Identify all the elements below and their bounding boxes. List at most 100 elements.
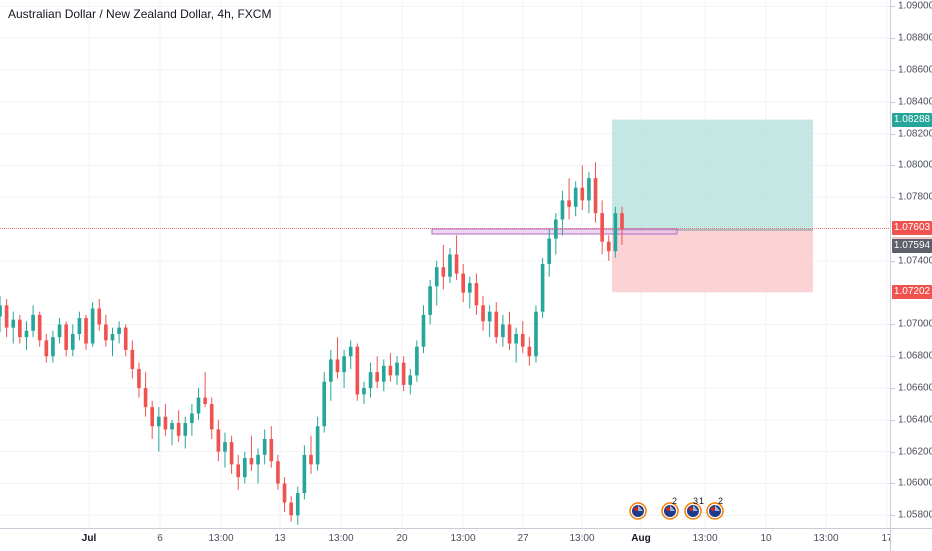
price-label: 1.06600	[898, 382, 932, 394]
candle-body	[355, 346, 360, 395]
price-label: 1.08200	[898, 128, 932, 140]
price-label: 1.07000	[898, 318, 932, 330]
candle-body	[421, 314, 426, 347]
price-tick	[891, 6, 895, 8]
entry-price-badge: 1.07594	[892, 238, 932, 253]
candle-body	[494, 311, 499, 338]
price-tick	[891, 133, 895, 135]
flag-icon[interactable]	[661, 502, 679, 520]
candle-body	[90, 308, 95, 344]
candle-body	[514, 333, 518, 344]
candle-body	[348, 346, 353, 357]
price-label: 1.08400	[898, 96, 932, 108]
price-tick	[891, 451, 895, 453]
candle-body	[587, 178, 591, 201]
chart-title: Australian Dollar / New Zealand Dollar, …	[6, 7, 274, 21]
price-label: 1.05800	[898, 509, 932, 521]
time-label: 20	[396, 533, 408, 544]
time-label: 13:00	[692, 533, 718, 544]
price-label: 1.06200	[898, 446, 932, 458]
candle-body	[183, 423, 188, 436]
flag-icon[interactable]	[684, 502, 702, 520]
candle-body	[401, 362, 406, 385]
candle-body	[276, 461, 280, 484]
candle-body	[501, 324, 505, 338]
candle-body	[0, 305, 2, 317]
price-label: 1.07800	[898, 191, 932, 203]
candle-body	[560, 200, 565, 220]
candle-body	[388, 365, 393, 376]
price-tick	[891, 388, 895, 390]
candle-body	[176, 423, 181, 436]
candle-body	[395, 362, 399, 376]
price-axis[interactable]: 1.09000 1.08800 1.08600 1.08400 1.08200 1.080…	[890, 0, 932, 528]
price-tick	[891, 515, 895, 517]
price-label: 1.06000	[898, 477, 932, 489]
candle-body	[335, 359, 340, 373]
candle-body	[282, 483, 287, 503]
candle-body	[77, 318, 82, 334]
candle-body	[448, 254, 452, 277]
candle-body	[540, 264, 545, 312]
candle-body	[97, 308, 102, 325]
time-label: 13:00	[208, 533, 234, 544]
candle-body	[461, 273, 466, 293]
candle-body	[481, 305, 485, 322]
event-count-label: 2	[718, 496, 724, 506]
candle-body	[467, 283, 472, 293]
candlestick-chart[interactable]	[0, 0, 890, 528]
candle-body	[150, 407, 155, 427]
candle-body	[156, 416, 161, 427]
candle-body	[4, 305, 9, 328]
candle-body	[381, 365, 386, 382]
time-label: 6	[157, 533, 163, 544]
candle-body	[84, 318, 88, 344]
candle-body	[408, 375, 413, 385]
candle-body	[37, 314, 42, 341]
price-label: 1.07400	[898, 255, 932, 267]
candle-body	[487, 311, 492, 322]
target-price-badge: 1.08288	[892, 112, 932, 127]
stop-price-badge: 1.07202	[892, 285, 932, 300]
flag-icon[interactable]	[706, 502, 724, 520]
price-tick	[891, 101, 895, 103]
price-label: 1.08800	[898, 32, 932, 44]
candle-body	[606, 241, 611, 252]
candle-body	[223, 442, 227, 452]
time-label: Jul	[81, 533, 97, 544]
candle-body	[600, 213, 604, 242]
candle-body	[520, 333, 525, 347]
candle-body	[567, 200, 571, 207]
candle-body	[123, 327, 128, 350]
candle-body	[573, 187, 578, 207]
candle-body	[190, 413, 194, 424]
candle-body	[18, 319, 22, 338]
candle-body	[243, 458, 247, 478]
candle-body	[44, 340, 49, 357]
price-tick	[891, 38, 895, 40]
candle-body	[507, 324, 512, 344]
candle-body	[170, 423, 174, 430]
candle-body	[269, 438, 274, 462]
candle-body	[434, 267, 439, 287]
candle-body	[428, 286, 432, 315]
chart-canvas[interactable]: Australian Dollar / New Zealand Dollar, …	[0, 0, 890, 528]
flag-icon[interactable]	[629, 502, 647, 520]
candle-body	[209, 403, 214, 430]
candle-body	[534, 311, 538, 357]
time-axis[interactable]: Jul 6 13:00 13 13:00 20 13:00 27 13:00 Aug 13:00 10…	[0, 528, 893, 551]
time-label: 13:00	[813, 533, 839, 544]
candle-body	[593, 178, 598, 214]
candle-body	[236, 464, 241, 478]
candle-body	[620, 213, 624, 230]
candle-body	[137, 368, 141, 389]
candle-body	[51, 337, 55, 357]
loss-zone	[612, 229, 813, 293]
candle-body	[302, 454, 307, 494]
price-tick	[891, 260, 895, 262]
candle-body	[130, 349, 135, 369]
candle-body	[295, 493, 300, 516]
candle-body	[70, 333, 75, 350]
price-tick	[891, 483, 895, 485]
candle-body	[322, 381, 327, 427]
